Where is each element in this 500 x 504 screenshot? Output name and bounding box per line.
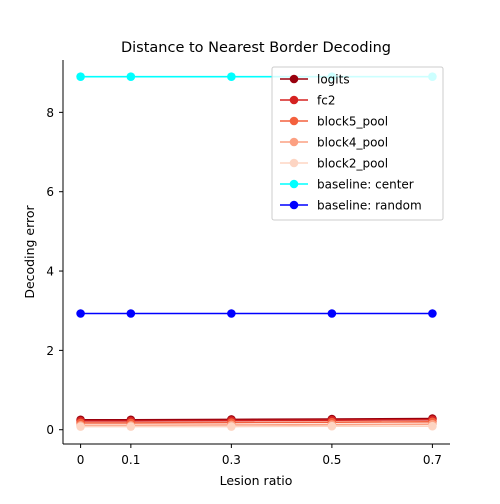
legend-marker xyxy=(290,180,299,189)
x-tick-label: 0 xyxy=(77,453,85,467)
legend-label: block4_pool xyxy=(317,136,388,150)
data-point xyxy=(127,422,136,431)
legend-label: logits xyxy=(317,73,350,87)
x-axis-ticks: 0 0.1 0.3 0.5 0.7 xyxy=(77,444,442,467)
data-point xyxy=(328,309,337,318)
data-point xyxy=(428,422,437,431)
y-tick-label: 6 xyxy=(46,185,54,199)
data-point xyxy=(428,309,437,318)
legend-label: block2_pool xyxy=(317,157,388,171)
data-point xyxy=(127,309,136,318)
data-point xyxy=(328,422,337,431)
legend-marker xyxy=(290,159,299,168)
legend-label: block5_pool xyxy=(317,115,388,129)
legend: logits fc2 block5_pool block4_pool block2_po… xyxy=(272,67,443,220)
legend-marker xyxy=(290,96,299,105)
y-axis-ticks: 0 2 4 6 8 xyxy=(46,106,63,437)
x-axis-label: Lesion ratio xyxy=(220,473,293,488)
legend-label: baseline: center xyxy=(317,178,414,192)
y-tick-label: 0 xyxy=(46,423,54,437)
data-point xyxy=(76,72,85,81)
legend-marker xyxy=(290,201,299,210)
y-tick-label: 4 xyxy=(46,265,54,279)
x-tick-label: 0.7 xyxy=(423,453,442,467)
y-axis-label: Decoding error xyxy=(22,204,37,298)
y-tick-label: 8 xyxy=(46,106,54,120)
x-tick-label: 0.3 xyxy=(222,453,241,467)
x-tick-label: 0.1 xyxy=(121,453,140,467)
data-point xyxy=(127,72,136,81)
y-tick-label: 2 xyxy=(46,344,54,358)
legend-label: fc2 xyxy=(317,94,335,108)
legend-marker xyxy=(290,117,299,126)
chart-title: Distance to Nearest Border Decoding xyxy=(121,40,391,56)
data-point xyxy=(227,72,236,81)
data-point xyxy=(76,422,85,431)
legend-label: baseline: random xyxy=(317,199,422,213)
legend-marker xyxy=(290,75,299,84)
data-point xyxy=(76,309,85,318)
data-point xyxy=(227,309,236,318)
series-baseline-random xyxy=(76,309,436,318)
legend-marker xyxy=(290,138,299,147)
data-point xyxy=(227,422,236,431)
x-tick-label: 0.5 xyxy=(322,453,341,467)
